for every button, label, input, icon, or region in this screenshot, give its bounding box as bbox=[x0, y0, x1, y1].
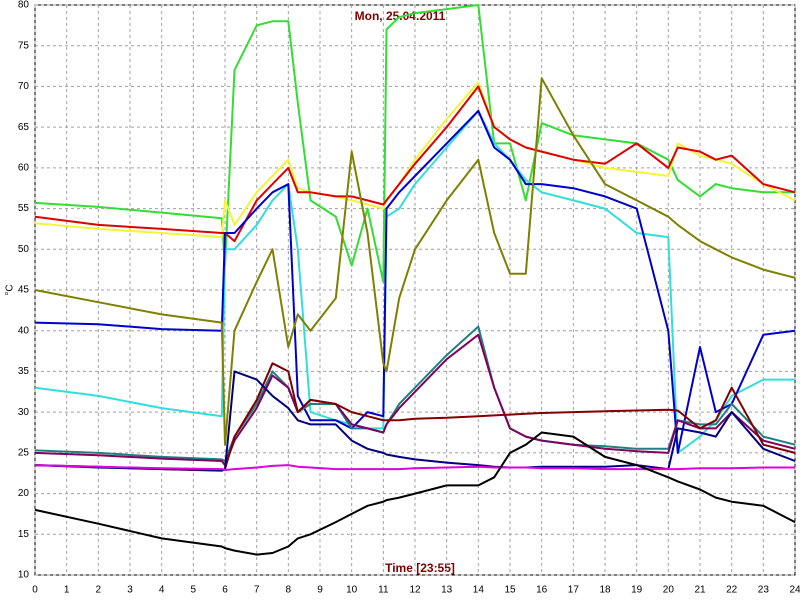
x-tick-label: 5 bbox=[191, 585, 197, 596]
y-tick-label: 80 bbox=[18, 0, 30, 11]
x-tick-label: 2 bbox=[96, 585, 102, 596]
y-tick-label: 70 bbox=[18, 81, 30, 92]
series-line bbox=[34, 109, 795, 454]
x-tick-label: 19 bbox=[631, 585, 643, 596]
x-tick-label: 23 bbox=[758, 585, 770, 596]
y-tick-label: 55 bbox=[18, 203, 30, 214]
x-tick-label: 16 bbox=[536, 585, 548, 596]
x-axis-label: Time [23:55] bbox=[385, 561, 455, 575]
x-tick-label: 13 bbox=[441, 585, 453, 596]
series-line bbox=[34, 464, 795, 471]
y-tick-label: 50 bbox=[18, 244, 30, 255]
y-tick-label: 10 bbox=[18, 570, 30, 581]
series-line bbox=[34, 362, 796, 472]
series-line bbox=[34, 4, 795, 283]
x-tick-label: 9 bbox=[317, 585, 323, 596]
x-tick-label: 1 bbox=[64, 585, 70, 596]
series-line bbox=[34, 370, 796, 471]
x-tick-label: 24 bbox=[789, 585, 800, 596]
x-tick-label: 21 bbox=[694, 585, 706, 596]
x-tick-label: 0 bbox=[32, 585, 38, 596]
x-tick-label: 7 bbox=[254, 585, 260, 596]
x-tick-label: 14 bbox=[473, 585, 485, 596]
y-tick-label: 35 bbox=[18, 366, 30, 377]
x-tick-label: 17 bbox=[568, 585, 580, 596]
x-tick-label: 6 bbox=[222, 585, 228, 596]
x-tick-label: 15 bbox=[504, 585, 516, 596]
y-tick-label: 60 bbox=[18, 162, 30, 173]
y-tick-label: 40 bbox=[18, 325, 30, 336]
y-tick-label: 25 bbox=[18, 447, 30, 458]
x-tick-label: 12 bbox=[409, 585, 421, 596]
y-tick-label: 65 bbox=[18, 122, 30, 133]
series-line bbox=[34, 109, 796, 454]
y-tick-label: 15 bbox=[18, 529, 30, 540]
x-tick-label: 10 bbox=[346, 585, 358, 596]
series-line bbox=[34, 431, 796, 556]
x-tick-label: 20 bbox=[663, 585, 675, 596]
y-tick-label: 75 bbox=[18, 40, 30, 51]
x-tick-label: 3 bbox=[127, 585, 133, 596]
y-axis-label: °C bbox=[5, 284, 16, 295]
x-tick-label: 11 bbox=[378, 585, 389, 596]
y-tick-label: 45 bbox=[18, 285, 30, 296]
x-tick-label: 8 bbox=[286, 585, 292, 596]
y-tick-label: 20 bbox=[18, 488, 30, 499]
x-tick-label: 4 bbox=[159, 585, 165, 596]
y-tick-label: 30 bbox=[18, 407, 30, 418]
series-line bbox=[34, 77, 796, 446]
x-tick-label: 22 bbox=[726, 585, 738, 596]
x-tick-label: 18 bbox=[599, 585, 611, 596]
series-line bbox=[34, 333, 796, 467]
